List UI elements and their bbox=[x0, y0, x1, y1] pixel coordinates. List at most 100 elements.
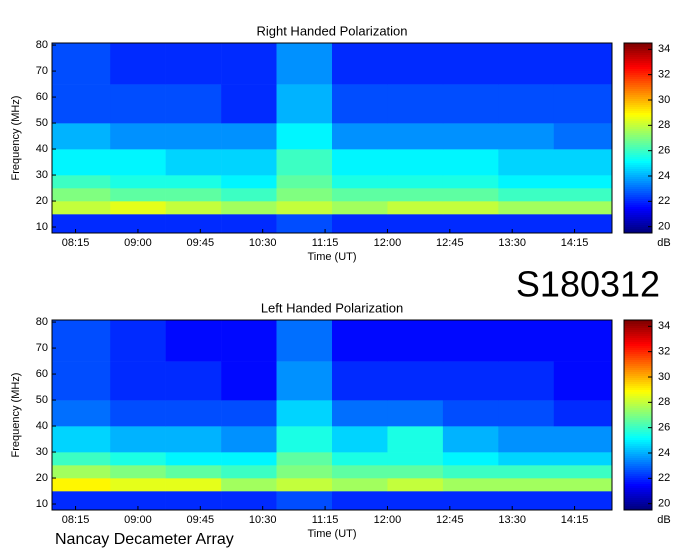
colorbar-step bbox=[624, 344, 652, 347]
heat-cell bbox=[553, 400, 613, 427]
heat-cell bbox=[442, 361, 499, 401]
colorbar-step bbox=[624, 67, 652, 70]
heat-cell bbox=[110, 491, 166, 511]
heat-cell bbox=[332, 201, 388, 215]
heat-cell bbox=[221, 43, 277, 85]
heat-cell bbox=[276, 426, 333, 453]
colorbar-step bbox=[624, 436, 652, 439]
colorbar-step bbox=[624, 336, 652, 339]
colorbar-step bbox=[624, 466, 652, 469]
plot-frame bbox=[51, 319, 613, 511]
colorbar-step bbox=[624, 97, 652, 100]
heat-cell bbox=[165, 149, 222, 176]
colorbar-step bbox=[624, 320, 652, 323]
x-tick-label: 08:15 bbox=[62, 237, 90, 249]
colorbar-step bbox=[624, 141, 652, 144]
colorbar-frame bbox=[623, 319, 653, 511]
x-tick-label: 13:30 bbox=[498, 237, 526, 249]
x-axis-label: Time (UT) bbox=[307, 251, 356, 263]
colorbar-step bbox=[624, 169, 652, 172]
colorbar-step bbox=[624, 49, 652, 52]
heat-cell bbox=[221, 465, 277, 479]
colorbar-step bbox=[624, 99, 652, 102]
heat-cell bbox=[52, 400, 111, 427]
heat-cell bbox=[221, 426, 277, 453]
heat-cell bbox=[332, 84, 388, 124]
colorbar-tick-label: 20 bbox=[658, 498, 670, 510]
colorbar-step bbox=[624, 420, 652, 423]
colorbar-step bbox=[624, 464, 652, 467]
y-tick-label: 40 bbox=[36, 420, 48, 432]
heat-cell bbox=[276, 400, 333, 427]
y-tick-label: 70 bbox=[36, 342, 48, 354]
colorbar-step bbox=[624, 504, 652, 507]
heat-cell bbox=[276, 84, 333, 124]
x-tick-label: 09:45 bbox=[187, 514, 215, 526]
colorbar-step bbox=[624, 115, 652, 118]
x-tick-label: 12:45 bbox=[436, 237, 464, 249]
heat-cell bbox=[165, 43, 222, 85]
heat-cell bbox=[387, 361, 444, 401]
colorbar-step bbox=[624, 47, 652, 50]
heat-cell bbox=[110, 426, 166, 453]
heat-cell bbox=[165, 491, 222, 511]
colorbar-step bbox=[624, 209, 652, 212]
x-axis-label: Time (UT) bbox=[307, 528, 356, 540]
heat-cell bbox=[442, 188, 499, 202]
heat-cell bbox=[276, 43, 333, 85]
colorbar-step bbox=[624, 117, 652, 120]
colorbar-step bbox=[624, 358, 652, 361]
heat-cell bbox=[221, 188, 277, 202]
colorbar-step bbox=[624, 61, 652, 64]
heat-cell bbox=[553, 149, 613, 176]
colorbar-step bbox=[624, 107, 652, 110]
heat-cell bbox=[498, 201, 555, 215]
colorbar-step bbox=[624, 189, 652, 192]
colorbar-step bbox=[624, 161, 652, 164]
colorbar-step bbox=[624, 438, 652, 441]
x-tick-label: 12:00 bbox=[374, 514, 402, 526]
colorbar-step bbox=[624, 131, 652, 134]
heat-cell bbox=[553, 214, 613, 234]
colorbar-step bbox=[624, 81, 652, 84]
colorbar-step bbox=[624, 442, 652, 445]
x-tick-label: 11:15 bbox=[312, 514, 339, 526]
colorbar-step bbox=[624, 121, 652, 124]
x-tick-label: 14:15 bbox=[561, 514, 589, 526]
colorbar-step bbox=[624, 215, 652, 218]
colorbar-step bbox=[624, 195, 652, 198]
heat-cell bbox=[442, 201, 499, 215]
colorbar-step bbox=[624, 462, 652, 465]
colorbar-step bbox=[624, 111, 652, 114]
colorbar-step bbox=[624, 472, 652, 475]
colorbar-step bbox=[624, 65, 652, 68]
heat-cell bbox=[52, 361, 111, 401]
heat-cell bbox=[165, 84, 222, 124]
heat-cell bbox=[221, 478, 277, 492]
y-tick-label: 10 bbox=[36, 221, 48, 233]
colorbar-step bbox=[624, 328, 652, 331]
colorbar-step bbox=[624, 217, 652, 220]
colorbar-step bbox=[624, 368, 652, 371]
heat-cell bbox=[221, 400, 277, 427]
colorbar-tick-label: 22 bbox=[658, 472, 670, 484]
heat-cell bbox=[442, 320, 499, 362]
colorbar-step bbox=[624, 89, 652, 92]
colorbar-step bbox=[624, 440, 652, 443]
heat-cell bbox=[498, 491, 555, 511]
heat-cell bbox=[332, 478, 388, 492]
heat-cell bbox=[498, 361, 555, 401]
colorbar-tick-label: 22 bbox=[658, 195, 670, 207]
x-tick-label: 09:00 bbox=[124, 237, 152, 249]
observatory: Nancay Decameter Array bbox=[55, 531, 234, 548]
heat-cell bbox=[332, 188, 388, 202]
heat-cell bbox=[221, 452, 277, 466]
colorbar-step bbox=[624, 422, 652, 425]
colorbar-step bbox=[624, 187, 652, 190]
colorbar-step bbox=[624, 229, 652, 232]
colorbar-step bbox=[624, 175, 652, 178]
heat-cell bbox=[276, 452, 333, 466]
colorbar-step bbox=[624, 63, 652, 66]
colorbar-step bbox=[624, 163, 652, 166]
heat-cell bbox=[110, 201, 166, 215]
